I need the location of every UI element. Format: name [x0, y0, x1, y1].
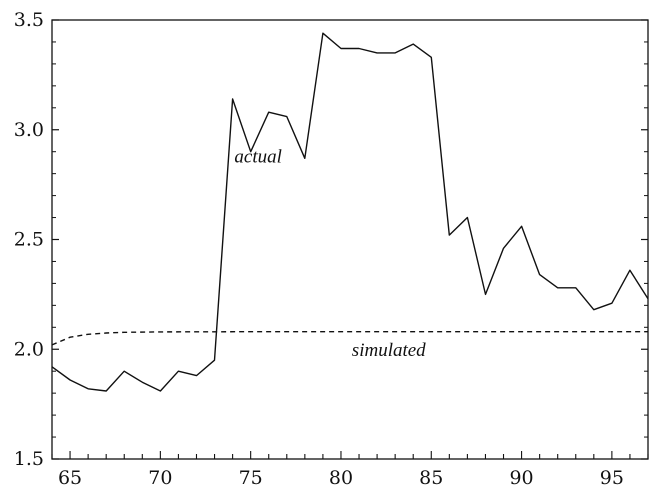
x-tick-label: 65: [58, 467, 82, 489]
plot-frame: [51, 19, 649, 460]
annotation-actual: actual: [234, 147, 281, 168]
x-tick-label: 85: [419, 467, 443, 489]
x-tick-label: 95: [600, 467, 624, 489]
x-tick-label: 80: [329, 467, 353, 489]
x-axis: 65 70 75 80 85 90 95: [51, 451, 649, 489]
annotation-simulated: simulated: [352, 340, 426, 361]
series-simulated-line: [51, 331, 648, 346]
series-layer: [51, 32, 649, 392]
y-tick-label: 2.5: [14, 229, 44, 251]
x-tick-label: 75: [239, 467, 263, 489]
y-tick-label: 3.0: [14, 119, 44, 141]
y-tick-label: 2.0: [14, 338, 44, 360]
y-tick-label: 3.5: [14, 9, 44, 31]
x-tick-label: 90: [509, 467, 533, 489]
x-tick-label: 70: [148, 467, 172, 489]
y-tick-label: 1.5: [14, 448, 44, 470]
series-actual-line: [51, 32, 649, 392]
annotations: actual simulated: [234, 147, 426, 361]
y-axis: 1.5 2.0 2.5 3.0 3.5: [14, 9, 648, 470]
